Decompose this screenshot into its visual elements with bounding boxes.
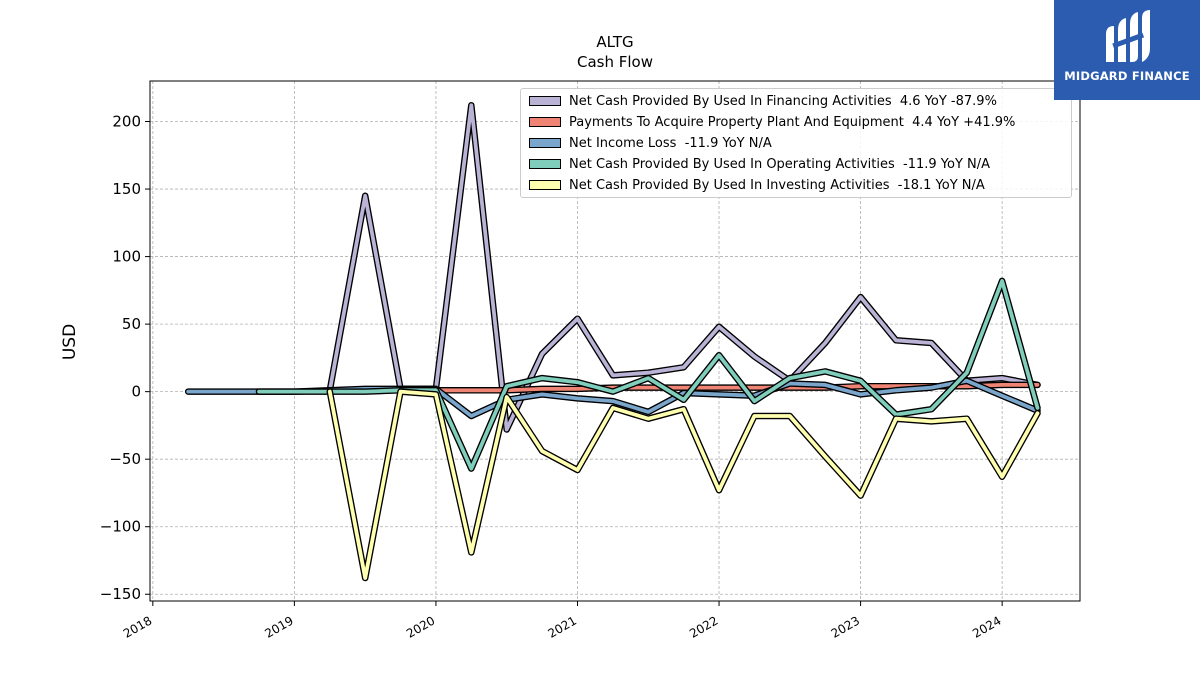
- legend-label: Net Cash Provided By Used In Financing A…: [569, 93, 892, 109]
- y-tick-label: −150: [100, 585, 141, 603]
- legend-swatch: [529, 138, 561, 148]
- legend-label: Net Cash Provided By Used In Operating A…: [569, 156, 895, 172]
- legend-item: Net Cash Provided By Used In Operating A…: [529, 155, 990, 173]
- series-line: [257, 278, 1040, 471]
- legend-yoy: YoY N/A: [936, 156, 991, 172]
- x-tick-label: 2022: [687, 613, 720, 640]
- legend-swatch: [529, 159, 561, 169]
- y-tick-label: 200: [112, 113, 141, 131]
- plot-area: [149, 80, 1081, 602]
- series-3: [255, 277, 1041, 472]
- legend-swatch: [529, 180, 561, 190]
- legend-item: Net Cash Provided By Used In Financing A…: [529, 92, 997, 110]
- x-tick-label: 2018: [121, 613, 154, 640]
- midgard-logo-icon: [1106, 10, 1150, 62]
- legend-item: Net Income Loss -11.9 YoY N/A: [529, 134, 772, 152]
- y-tick-label: 100: [112, 248, 141, 266]
- brand-logo: MIDGARD FINANCE: [1054, 0, 1200, 100]
- legend-item: Payments To Acquire Property Plant And E…: [529, 113, 1015, 131]
- y-axis-label: USD: [60, 324, 80, 360]
- legend-swatch: [529, 96, 561, 106]
- legend-yoy: YoY -87.9%: [920, 93, 997, 109]
- legend-label: Net Cash Provided By Used In Investing A…: [569, 177, 890, 193]
- legend-swatch: [529, 117, 561, 127]
- legend-yoy: YoY N/A: [931, 177, 985, 193]
- series-line: [327, 389, 1040, 580]
- legend-yoy: YoY +41.9%: [932, 114, 1016, 130]
- y-tick-label: 50: [122, 315, 141, 333]
- legend-yoy: YoY N/A: [718, 135, 772, 151]
- legend-value: -11.9: [676, 135, 719, 151]
- x-tick-label: 2021: [546, 613, 579, 640]
- x-tick-label: 2023: [829, 613, 862, 640]
- x-tick-label: 2024: [970, 613, 1003, 640]
- y-tick-label: −100: [100, 518, 141, 536]
- legend-value: 4.4: [903, 114, 933, 130]
- legend-value: -18.1: [889, 177, 932, 193]
- y-tick-label: 150: [112, 180, 141, 198]
- chart-legend: Net Cash Provided By Used In Financing A…: [520, 88, 1072, 198]
- legend-item: Net Cash Provided By Used In Investing A…: [529, 176, 985, 194]
- legend-label: Net Income Loss: [569, 135, 677, 151]
- legend-value: 4.6: [891, 93, 921, 109]
- series-line: [327, 103, 1040, 432]
- x-tick-label: 2020: [404, 613, 437, 640]
- y-tick-label: 0: [131, 383, 141, 401]
- series-0: [326, 102, 1041, 433]
- x-tick-label: 2019: [262, 613, 295, 640]
- legend-label: Payments To Acquire Property Plant And E…: [569, 114, 904, 130]
- chart-subtitle: Cash Flow: [577, 53, 653, 71]
- logo-text: MIDGARD FINANCE: [1064, 69, 1190, 83]
- chart-title: ALTG: [596, 33, 633, 51]
- series-4: [326, 388, 1041, 582]
- legend-value: -11.9: [894, 156, 937, 172]
- y-tick-label: −50: [109, 450, 141, 468]
